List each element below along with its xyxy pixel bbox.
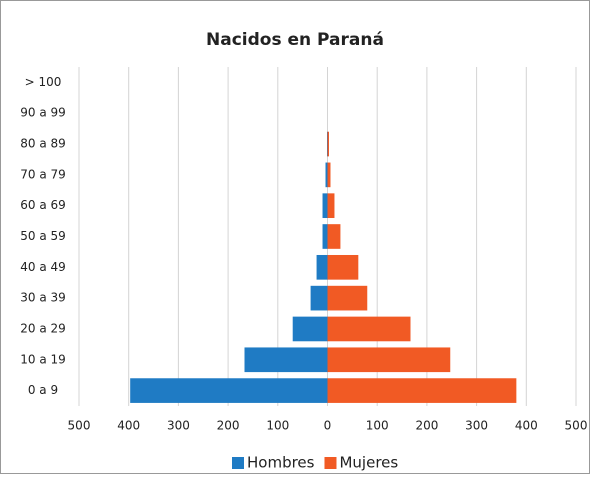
bar (326, 163, 328, 188)
legend-label: Mujeres (339, 454, 398, 472)
x-tick-label: 200 (415, 419, 438, 433)
y-tick-label: 0 a 9 (28, 383, 58, 397)
bar (130, 378, 327, 403)
y-tick-label: 20 a 29 (20, 321, 66, 335)
bar (328, 378, 517, 403)
y-tick-label: 40 a 49 (20, 260, 66, 274)
x-tick-label: 400 (515, 419, 538, 433)
legend-swatch (324, 457, 336, 469)
y-tick-label: 10 a 19 (20, 352, 66, 366)
bar (328, 317, 411, 342)
legend-swatch (232, 457, 244, 469)
bar (328, 193, 335, 218)
bar (328, 255, 359, 280)
x-tick-label: 500 (565, 419, 588, 433)
legend-label: Hombres (247, 454, 315, 472)
y-tick-label: 90 a 99 (20, 106, 66, 120)
x-tick-label: 0 (324, 419, 332, 433)
y-tick-label: 30 a 39 (20, 291, 66, 305)
y-tick-label: 80 a 89 (20, 137, 66, 151)
bar (328, 132, 329, 157)
bar (323, 193, 328, 218)
y-tick-label: 70 a 79 (20, 167, 66, 181)
x-tick-label: 200 (217, 419, 240, 433)
y-tick-label: 50 a 59 (20, 229, 66, 243)
bar (328, 286, 368, 311)
x-tick-label: 300 (167, 419, 190, 433)
bar (245, 347, 328, 372)
bar (317, 255, 328, 280)
bar (293, 317, 328, 342)
bar (328, 163, 331, 188)
x-tick-label: 100 (266, 419, 289, 433)
x-tick-label: 300 (465, 419, 488, 433)
y-tick-label: > 100 (25, 75, 62, 89)
bar (323, 224, 328, 249)
x-tick-label: 100 (366, 419, 389, 433)
x-tick-label: 500 (68, 419, 91, 433)
x-tick-label: 400 (117, 419, 140, 433)
bar (328, 224, 341, 249)
bar (328, 347, 451, 372)
bar (311, 286, 328, 311)
chart-title: Nacidos en Paraná (206, 30, 384, 50)
y-tick-label: 60 a 69 (20, 198, 66, 212)
